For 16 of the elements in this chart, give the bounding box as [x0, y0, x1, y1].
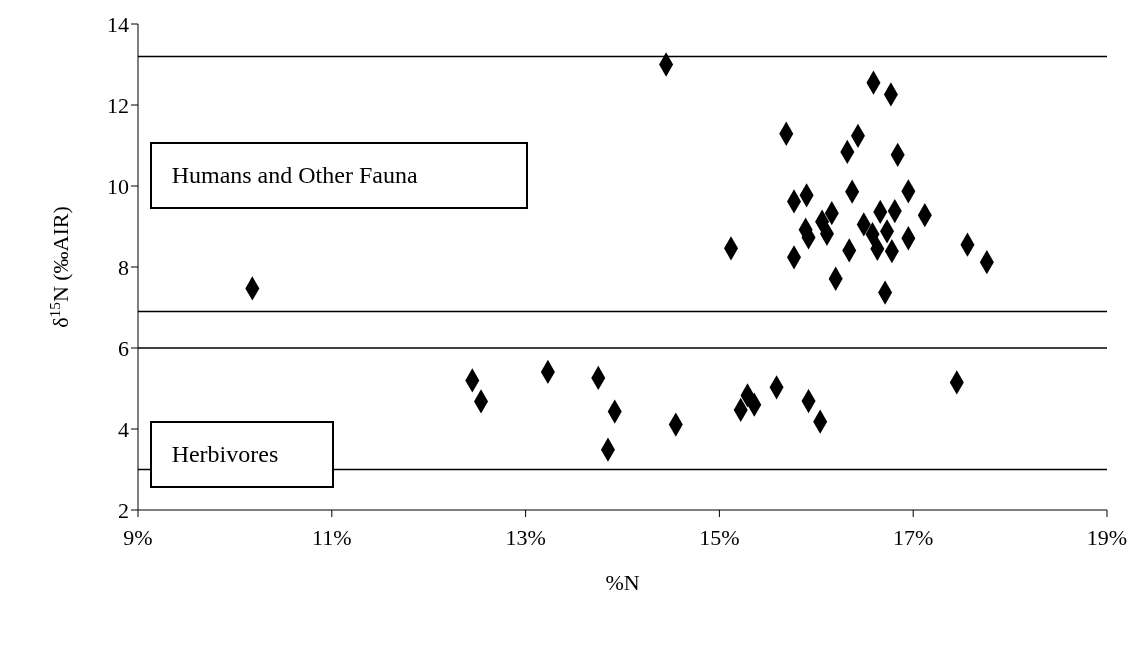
y-tick-label: 4 [118, 416, 129, 442]
x-tick-label: 17% [893, 524, 934, 550]
x-tick-label: 19% [1086, 524, 1128, 550]
text-box: Humans and Other Fauna [149, 142, 528, 210]
y-tick-label: 14 [107, 11, 129, 37]
x-tick-label: 15% [699, 524, 740, 550]
y-tick-label: 8 [118, 254, 129, 280]
text-box: Herbivores [149, 421, 334, 489]
x-tick-label: 13% [505, 524, 546, 550]
y-tick-label: 6 [118, 335, 129, 361]
x-axis-title: %N [605, 570, 640, 595]
x-tick-label: 11% [312, 524, 352, 550]
x-tick-label: 9% [123, 524, 153, 550]
y-tick-label: 12 [107, 92, 129, 118]
y-tick-label: 2 [118, 497, 129, 523]
y-tick-label: 10 [107, 173, 129, 199]
